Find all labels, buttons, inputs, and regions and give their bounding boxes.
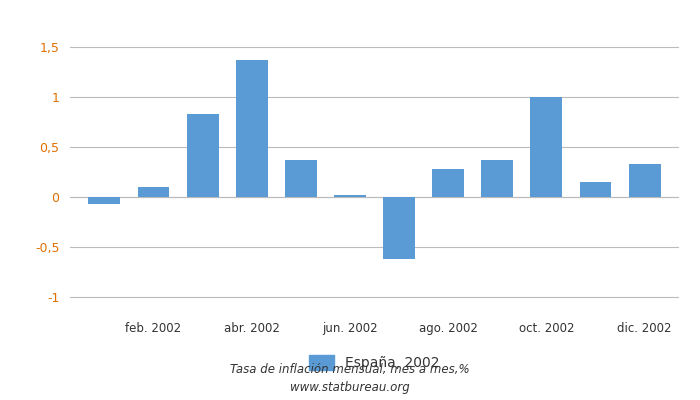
Text: Tasa de inflación mensual, mes a mes,%: Tasa de inflación mensual, mes a mes,%: [230, 364, 470, 376]
Bar: [432, 169, 464, 197]
Bar: [629, 164, 661, 197]
Bar: [137, 187, 169, 197]
Bar: [531, 97, 562, 197]
Bar: [187, 114, 218, 197]
Bar: [334, 195, 366, 197]
Bar: [285, 160, 317, 197]
Bar: [236, 60, 267, 197]
Bar: [580, 182, 612, 197]
Bar: [482, 160, 513, 197]
Bar: [383, 197, 415, 259]
Legend: España, 2002: España, 2002: [309, 355, 440, 370]
Text: www.statbureau.org: www.statbureau.org: [290, 381, 410, 394]
Bar: [88, 197, 120, 204]
